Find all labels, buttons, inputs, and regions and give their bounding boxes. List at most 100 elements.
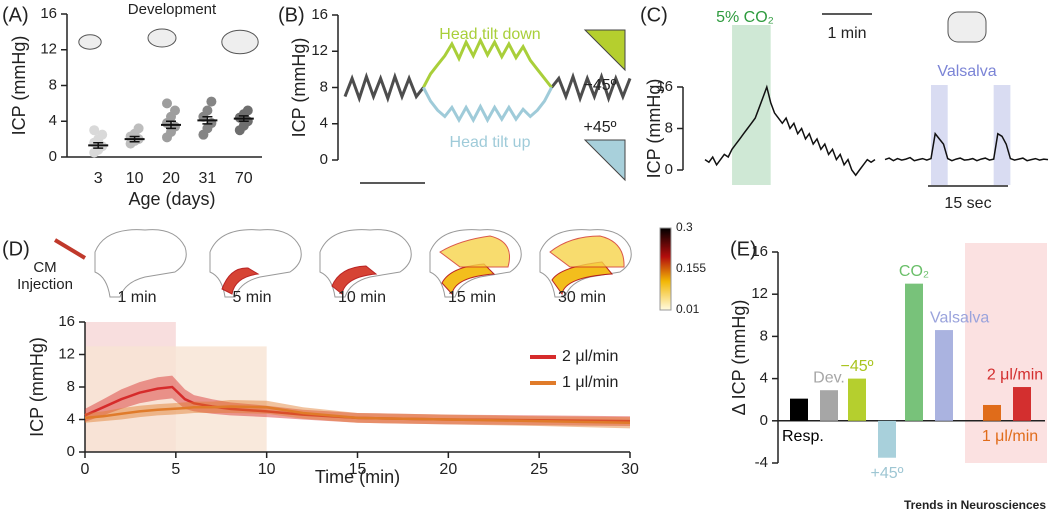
image-label: 10 min [338, 289, 386, 306]
bar [905, 283, 923, 421]
x-tick-label: 15 [349, 461, 367, 478]
y-tick-label: 8 [67, 378, 75, 395]
tracer-signal [439, 235, 510, 268]
shade [993, 85, 1011, 185]
colorbar-tick-label: 0.3 [676, 220, 693, 234]
error-bar [238, 115, 249, 122]
x-tick-label: 70 [235, 170, 253, 187]
y-tick-label: 12 [751, 285, 768, 302]
y-tick-label: 0 [760, 412, 768, 429]
x-tick-label: 10 [258, 461, 276, 478]
x-tick-label: 3 [94, 170, 103, 187]
shade [85, 346, 267, 452]
y-axis-label: ICP (mmHg) [9, 36, 29, 136]
brain-map [539, 229, 632, 298]
colorbar-tick-label: 0.155 [676, 261, 706, 275]
data-point [170, 105, 180, 116]
x-tick-label: 10 [126, 170, 144, 187]
panel-label: (C) [640, 4, 668, 26]
y-tick-label: 8 [49, 76, 57, 93]
data-point [89, 125, 100, 136]
bar [820, 390, 838, 421]
tracer-signal [221, 267, 260, 295]
y-tick-label: 12 [40, 41, 57, 58]
data-point [97, 129, 108, 140]
y-tick-label: -4 [755, 454, 768, 471]
error-bar [129, 135, 140, 143]
x-tick-label: 31 [199, 170, 217, 187]
y-tick-label: 0 [320, 151, 328, 168]
x-tick-label: 20 [439, 461, 457, 478]
y-tick-label: 0 [49, 148, 57, 165]
y-tick-label: 16 [40, 5, 57, 22]
y-tick-label: 16 [656, 78, 673, 95]
category-label: Resp. [782, 428, 824, 445]
tracer-signal [549, 235, 625, 268]
y-tick-label: 4 [67, 410, 75, 427]
mouse-icon [947, 11, 987, 43]
legend-label: 1 μl/min [562, 374, 618, 391]
y-tick-label: 12 [311, 42, 328, 59]
mouse-icon [147, 28, 177, 48]
series-label: 5% CO₂ [716, 9, 774, 26]
data-point [162, 98, 172, 109]
trace-line [422, 86, 553, 124]
y-tick-label: 8 [760, 327, 768, 344]
y-axis-label: ICP (mmHg) [27, 337, 47, 437]
category-label: 1 μl/min [982, 428, 1038, 445]
error-bar [202, 116, 213, 125]
panel-label: (E) [730, 238, 757, 260]
y-axis-label: ICP (mmHg) [644, 79, 664, 179]
scale-bar-label: 1 min [827, 25, 866, 42]
tracer-signal [331, 265, 378, 295]
category-label: −45º [841, 358, 874, 375]
bar [790, 398, 808, 421]
y-tick-label: 8 [320, 78, 328, 95]
shade [732, 25, 771, 185]
x-tick-label: 0 [81, 461, 90, 478]
bar [848, 378, 866, 421]
series-label: Head tilt up [450, 134, 531, 151]
x-tick-label: 20 [162, 170, 180, 187]
y-tick-label: 0 [67, 443, 75, 460]
bar [935, 330, 953, 421]
panel-label: (A) [2, 4, 29, 26]
tilt-icon [583, 139, 626, 182]
y-tick-label: 0 [665, 161, 673, 178]
y-tick-label: 16 [751, 243, 768, 260]
x-axis-label: Time (min) [315, 467, 400, 487]
error-bar [93, 141, 104, 149]
category-label: 2 μl/min [987, 366, 1043, 383]
bar [1013, 387, 1031, 421]
injection-label: CM [33, 259, 56, 276]
colorbar-tick-label: 0.01 [676, 302, 700, 316]
y-axis-label: ICP (mmHg) [289, 38, 309, 138]
scale-bar-label: 15 sec [944, 195, 991, 212]
category-label: Dev. [813, 369, 845, 386]
y-tick-label: 4 [760, 370, 768, 387]
y-tick-label: 4 [320, 115, 328, 132]
series-label: Valsalva [937, 63, 996, 80]
annotation: +45º [584, 119, 617, 136]
category-label: +45º [871, 465, 904, 482]
y-tick-label: 16 [311, 6, 328, 23]
data-point [133, 123, 144, 134]
category-label: CO₂ [899, 263, 929, 280]
shade [930, 85, 948, 185]
image-label: 1 min [117, 289, 156, 306]
x-tick-label: 5 [171, 461, 180, 478]
syringe [53, 238, 87, 260]
data-point [206, 96, 217, 107]
brain-map [209, 229, 302, 298]
highlight-region [965, 243, 1047, 463]
image-label: 15 min [448, 289, 496, 306]
title: Development [128, 1, 217, 18]
colorbar [659, 227, 672, 311]
footer: Trends in Neurosciences [904, 498, 1046, 512]
bar [983, 404, 1001, 421]
y-tick-label: 4 [49, 112, 57, 129]
y-tick-label: 16 [58, 313, 75, 330]
trace-line [704, 84, 876, 177]
brain-map [319, 229, 412, 298]
x-tick-label: 25 [530, 461, 548, 478]
